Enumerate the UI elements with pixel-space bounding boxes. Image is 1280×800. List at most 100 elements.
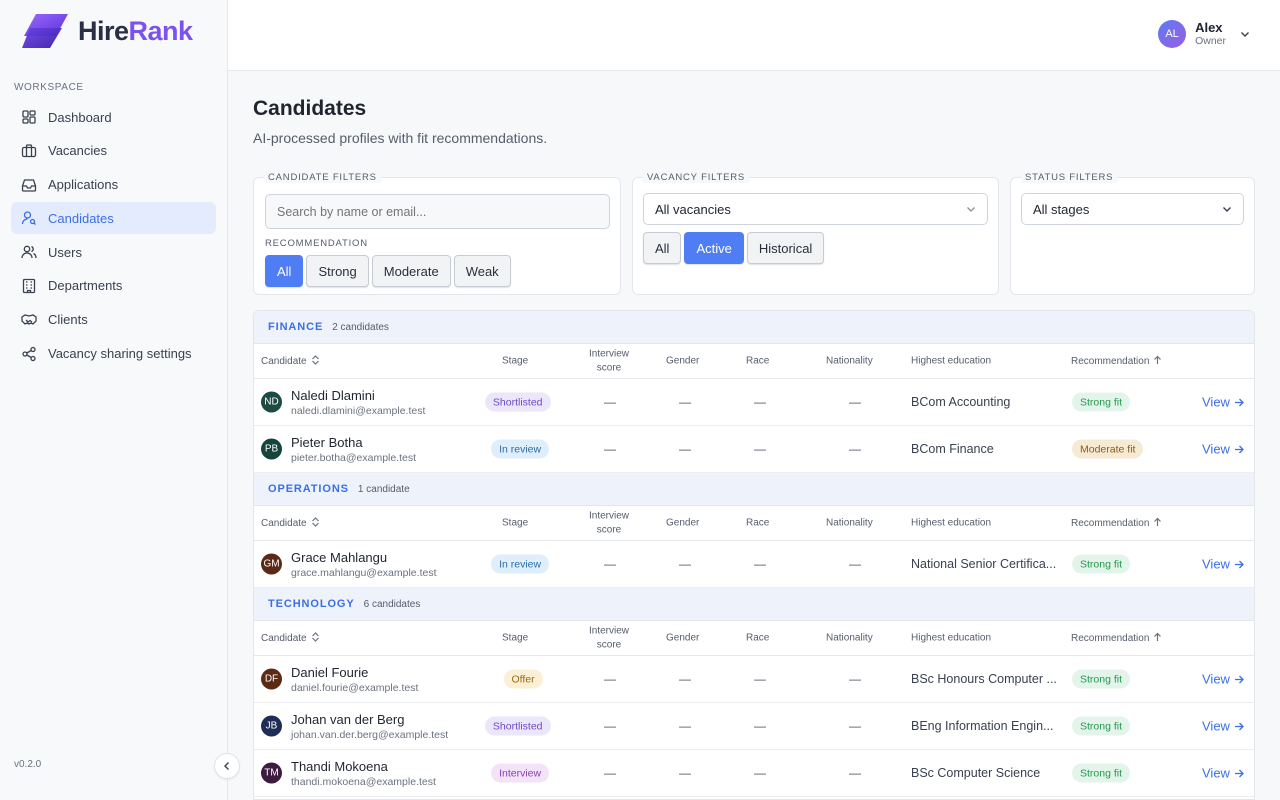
table-row[interactable]: JB Johan van der Berg johan.van.der.berg… [254, 703, 1254, 750]
stage-select[interactable]: All stages [1021, 193, 1244, 225]
vacancy-filter-historical[interactable]: Historical [746, 232, 825, 264]
rec-filter-all[interactable]: All [265, 255, 304, 287]
table-row[interactable]: PB Pieter Botha pieter.botha@example.tes… [254, 426, 1254, 473]
col-recommendation[interactable]: Recommendation [1071, 517, 1162, 529]
candidate-name[interactable]: Grace Mahlangu [291, 550, 388, 565]
group-count: 2 candidates [332, 321, 389, 333]
sidebar-item-vacancy-sharing[interactable]: Vacancy sharing settings [11, 338, 216, 370]
brand-name: HireRank [78, 15, 193, 46]
briefcase-icon [21, 144, 37, 157]
candidate-name[interactable]: Pieter Botha [291, 435, 363, 450]
recommendation-badge: Strong fit [1072, 669, 1131, 689]
view-candidate-link[interactable]: View [1202, 557, 1244, 572]
column-header-row: Candidate Stage Interview score Gender Ra… [254, 621, 1254, 656]
table-row[interactable]: DF Daniel Fourie daniel.fourie@example.t… [254, 656, 1254, 703]
race-value: — [754, 766, 766, 780]
search-input[interactable] [265, 194, 610, 229]
col-candidate[interactable]: Candidate [261, 632, 320, 644]
col-gender: Gender [666, 517, 700, 529]
panel-label: CANDIDATE FILTERS [264, 172, 381, 183]
col-label: Interview [588, 510, 629, 522]
view-candidate-link[interactable]: View [1202, 395, 1244, 410]
gender-value: — [679, 395, 691, 409]
col-label: score [596, 524, 622, 535]
sidebar-item-vacancies[interactable]: Vacancies [11, 135, 216, 167]
view-label: View [1202, 765, 1230, 781]
education-value: BEng Information Engin... [911, 719, 1054, 733]
app-version: v0.2.0 [14, 759, 42, 770]
table-row[interactable]: ND Naledi Dlamini naledi.dlamini@example… [254, 379, 1254, 426]
user-menu[interactable]: AL Alex Owner [1158, 20, 1250, 48]
view-candidate-link[interactable]: View [1202, 766, 1244, 781]
sort-asc-icon[interactable] [1153, 632, 1162, 642]
nationality-value: — [849, 719, 861, 733]
sort-asc-icon[interactable] [1153, 517, 1162, 527]
vacancy-select[interactable]: All vacancies [643, 193, 988, 225]
stage-badge: Interview [491, 763, 550, 783]
collapse-sidebar-button[interactable] [214, 753, 240, 779]
candidate-name[interactable]: Thandi Mokoena [291, 759, 388, 774]
status-filters-panel: STATUS FILTERS All stages [1010, 172, 1255, 295]
nationality-value: — [849, 442, 861, 456]
view-candidate-link[interactable]: View [1202, 719, 1244, 734]
column-header-row: Candidate Stage Interview score Gender Ra… [254, 344, 1254, 379]
candidate-filters-panel: CANDIDATE FILTERS RECOMMENDATION All Str… [253, 172, 621, 295]
col-candidate[interactable]: Candidate [261, 355, 320, 367]
stage-badge: Offer [503, 669, 543, 689]
sort-icon[interactable] [311, 517, 320, 527]
nationality-value: — [849, 395, 861, 409]
recommendation-badge: Strong fit [1072, 554, 1131, 574]
sidebar-item-label: Dashboard [48, 109, 112, 125]
col-label: Candidate [261, 633, 307, 644]
sidebar-item-users[interactable]: Users [11, 236, 216, 268]
candidate-name[interactable]: Naledi Dlamini [291, 388, 375, 403]
candidate-email: thandi.mokoena@example.test [291, 776, 436, 788]
rec-filter-moderate[interactable]: Moderate [371, 255, 451, 287]
candidate-avatar: PB [261, 438, 282, 460]
top-bar: AL Alex Owner [228, 0, 1280, 71]
view-label: View [1202, 671, 1230, 687]
user-search-icon [21, 211, 36, 226]
sidebar-item-applications[interactable]: Applications [11, 169, 216, 201]
sidebar-item-label: Users [48, 244, 82, 260]
sort-icon[interactable] [311, 632, 320, 642]
group-header: FINANCE 2 candidates [254, 311, 1254, 344]
table-row[interactable]: GM Grace Mahlangu grace.mahlangu@example… [254, 541, 1254, 588]
race-value: — [754, 719, 766, 733]
panel-label: STATUS FILTERS [1021, 172, 1118, 183]
col-candidate[interactable]: Candidate [261, 517, 320, 529]
vacancy-filter-active[interactable]: Active [684, 232, 744, 264]
rec-filter-weak[interactable]: Weak [453, 255, 511, 287]
view-candidate-link[interactable]: View [1202, 442, 1244, 457]
users-icon [21, 245, 37, 259]
view-candidate-link[interactable]: View [1202, 672, 1244, 687]
sidebar-item-candidates[interactable]: Candidates [11, 202, 216, 235]
group-name: TECHNOLOGY [268, 598, 355, 610]
sidebar-item-dashboard[interactable]: Dashboard [11, 101, 216, 133]
recommendation-badge: Moderate fit [1072, 439, 1144, 459]
col-nationality: Nationality [826, 355, 873, 367]
education-value: National Senior Certifica... [911, 557, 1057, 571]
rec-filter-strong[interactable]: Strong [306, 255, 369, 287]
nationality-value: — [849, 672, 861, 686]
candidate-name[interactable]: Daniel Fourie [291, 665, 369, 680]
col-label: Candidate [261, 356, 307, 367]
candidate-email: grace.mahlangu@example.test [291, 567, 437, 579]
col-recommendation[interactable]: Recommendation [1071, 355, 1162, 367]
col-recommendation[interactable]: Recommendation [1071, 632, 1162, 644]
sort-asc-icon[interactable] [1153, 355, 1162, 365]
col-label: Recommendation [1071, 356, 1150, 367]
vacancy-filter-all[interactable]: All [643, 232, 682, 264]
sidebar-item-departments[interactable]: Departments [11, 270, 216, 302]
candidate-avatar: GM [261, 553, 282, 575]
view-label: View [1202, 556, 1230, 572]
brand-logo[interactable]: HireRank [22, 12, 193, 50]
group-header: OPERATIONS 1 candidate [254, 473, 1254, 506]
page-title: Candidates [253, 97, 367, 120]
sort-icon[interactable] [311, 355, 320, 365]
sidebar-item-clients[interactable]: Clients [11, 304, 216, 336]
candidate-name[interactable]: Johan van der Berg [291, 712, 405, 727]
table-row[interactable]: TM Thandi Mokoena thandi.mokoena@example… [254, 750, 1254, 797]
col-race: Race [746, 517, 770, 529]
recommendation-badge: Strong fit [1072, 392, 1131, 412]
